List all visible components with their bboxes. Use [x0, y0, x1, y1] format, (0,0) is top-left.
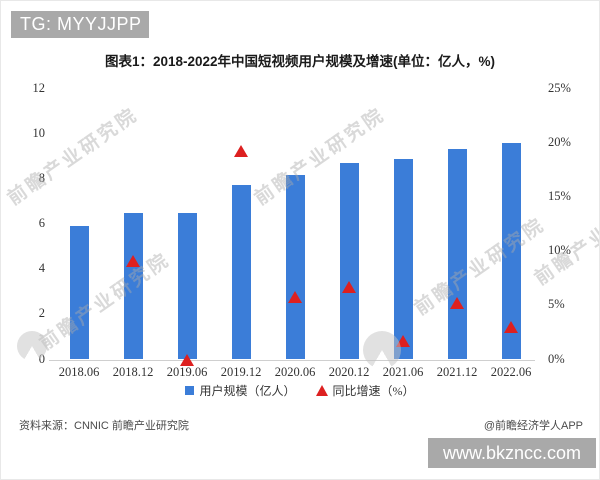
growth-marker-2019.06 [180, 353, 194, 366]
y-axis-tick-left: 0 [38, 351, 45, 366]
y-axis-tick-left: 6 [38, 216, 45, 231]
legend-item-1: 同比增速（%） [315, 382, 415, 399]
growth-marker-2020.06 [288, 290, 302, 303]
x-axis-label-2018.12: 2018.12 [112, 365, 154, 379]
credit-text: @前瞻经济学人APP [483, 420, 583, 432]
bar-2019.12 [231, 185, 251, 360]
y-axis-tick-left: 12 [32, 81, 46, 95]
chart-legend: 用户规模（亿人） 同比增速（%） [1, 382, 599, 399]
bar-2018.06 [69, 225, 89, 360]
legend-item-0: 用户规模（亿人） [185, 382, 296, 399]
bar-2021.06 [393, 159, 413, 360]
growth-marker-2019.12 [234, 144, 248, 157]
x-axis-label-2018.06: 2018.06 [58, 365, 100, 379]
y-axis-tick-left: 2 [38, 306, 45, 321]
y-axis-tick-right: 15% [548, 189, 571, 204]
growth-marker-2021.06 [396, 335, 410, 348]
bar-2019.06 [177, 213, 197, 360]
y-axis-tick-right: 20% [548, 135, 571, 150]
legend-label: 用户规模（亿人） [199, 384, 296, 398]
footer: 资料来源：CNNIC 前瞻产业研究院 @前瞻经济学人APP [19, 417, 583, 433]
bar-2022.06 [501, 142, 521, 360]
x-axis-label-2021.06: 2021.06 [382, 365, 424, 379]
x-axis-label-2019.12: 2019.12 [220, 365, 262, 379]
x-axis-label-2020.06: 2020.06 [274, 365, 316, 379]
bar-2018.12 [123, 213, 143, 360]
x-axis-label-2021.12: 2021.12 [436, 365, 478, 379]
chart-title: 图表1：2018-2022年中国短视频用户规模及增速(单位：亿人，%) [104, 54, 496, 69]
y-axis-tick-right: 0% [548, 351, 565, 366]
y-axis-tick-right: 10% [548, 243, 571, 258]
bar-2021.12 [447, 148, 467, 360]
growth-marker-2022.06 [504, 321, 518, 334]
x-axis-line [49, 359, 535, 361]
y-axis-tick-left: 4 [38, 261, 45, 276]
growth-marker-2018.12 [126, 255, 140, 268]
growth-marker-2020.12 [342, 281, 356, 293]
y-axis-tick-right: 5% [548, 297, 565, 312]
y-axis-tick-right: 25% [548, 81, 571, 95]
y-axis-tick-left: 10 [32, 126, 46, 141]
legend-triangle-marker [315, 385, 328, 396]
x-axis-label-2019.06: 2019.06 [166, 365, 208, 379]
x-axis-label-2020.12: 2020.12 [328, 365, 370, 379]
bar-2020.12 [339, 162, 359, 360]
x-axis-label-2022.06: 2022.06 [490, 365, 532, 379]
bar-2020.06 [285, 175, 305, 360]
legend-square-marker [185, 386, 195, 395]
growth-marker-2021.12 [450, 297, 464, 310]
source-text: 资料来源：CNNIC 前瞻产业研究院 [19, 420, 189, 432]
tg-watermark-badge: TG: MYYJJPP [11, 11, 149, 38]
legend-label: 同比增速（%） [332, 384, 415, 398]
y-axis-tick-left: 8 [38, 171, 45, 186]
site-watermark-badge: www.bkzncc.com [428, 438, 596, 468]
